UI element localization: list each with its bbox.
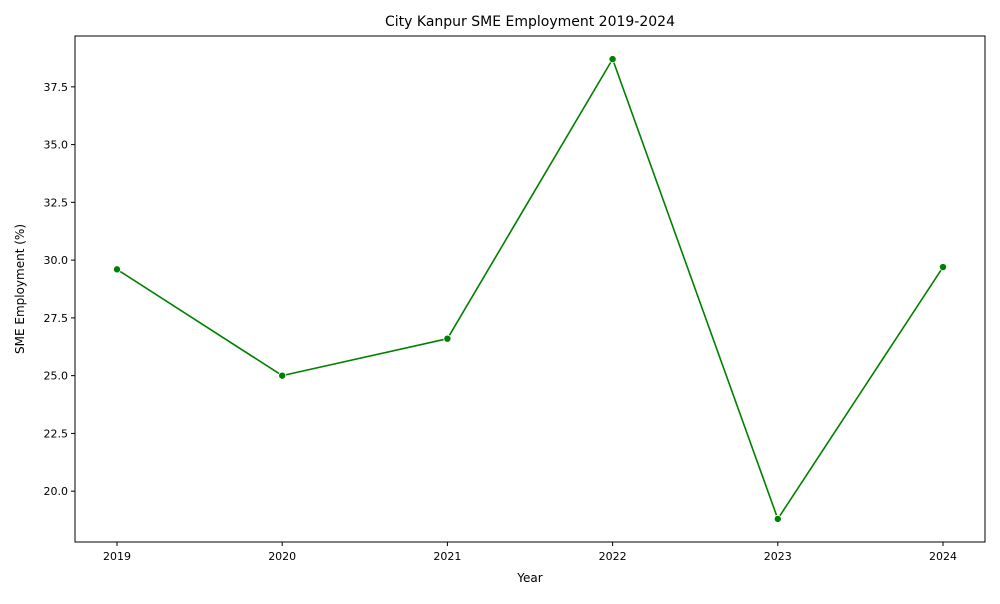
y-tick-label: 37.5 — [44, 81, 69, 94]
plot-frame — [74, 35, 986, 543]
data-point — [278, 371, 287, 380]
y-tick-label: 27.5 — [44, 312, 69, 325]
x-tick-label: 2023 — [764, 550, 792, 563]
y-axis-label: SME Employment (%) — [13, 224, 27, 354]
plot-area: 20.0 22.5 25.0 27.5 30.0 32.5 35.0 37.5 2019 2020… — [44, 35, 986, 563]
series-line — [116, 58, 944, 520]
y-tick-label: 35.0 — [44, 139, 69, 152]
data-point — [773, 514, 782, 523]
x-tick-label: 2024 — [929, 550, 957, 563]
data-point — [113, 265, 122, 274]
data-point — [443, 334, 452, 343]
x-tick-label: 2020 — [268, 550, 296, 563]
y-tick-label: 32.5 — [44, 196, 69, 209]
x-axis-label: Year — [516, 571, 542, 585]
y-tick-label: 20.0 — [44, 485, 69, 498]
y-tick-label: 22.5 — [44, 427, 69, 440]
y-tick-label: 25.0 — [44, 370, 69, 383]
x-tick-label: 2022 — [599, 550, 627, 563]
x-tick-label: 2021 — [433, 550, 461, 563]
x-tick-label: 2019 — [103, 550, 131, 563]
y-tick-label: 30.0 — [44, 254, 69, 267]
data-point — [608, 55, 617, 64]
chart-title: City Kanpur SME Employment 2019-2024 — [385, 14, 675, 30]
data-point — [939, 263, 948, 272]
